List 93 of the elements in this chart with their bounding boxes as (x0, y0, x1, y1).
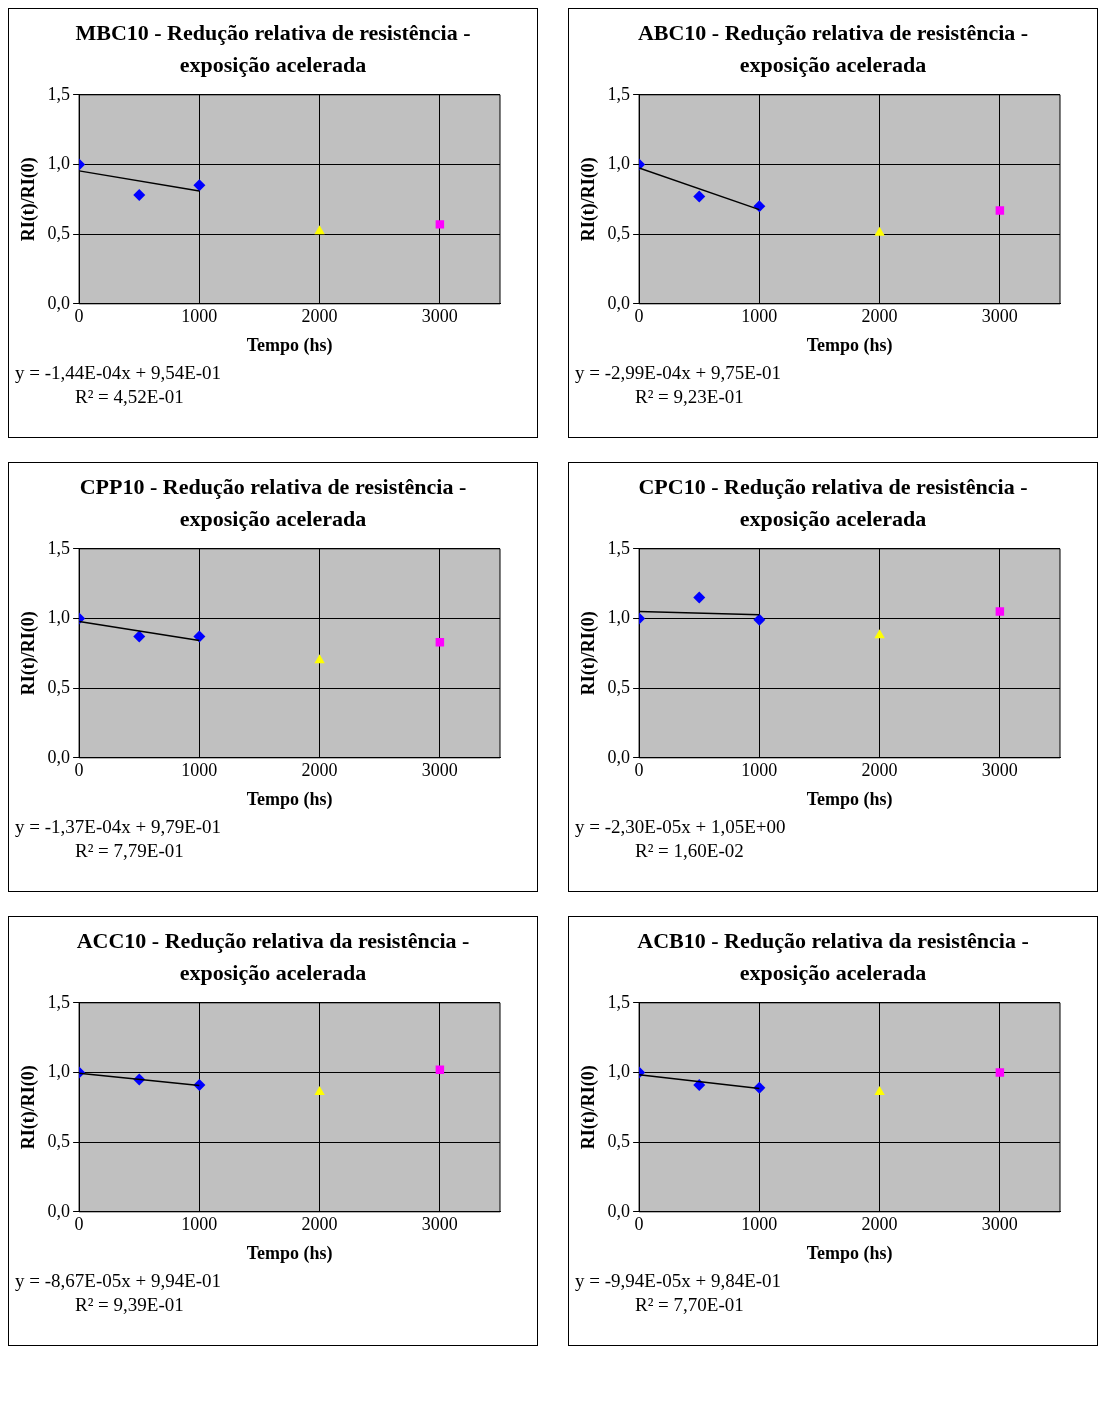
x-tick-label: 1000 (741, 760, 778, 781)
x-tick-label: 3000 (981, 760, 1018, 781)
point (874, 226, 885, 236)
text: y = -2,30E-05x + 1,05E+00 (575, 815, 787, 839)
point (753, 200, 766, 213)
point (193, 630, 206, 643)
y-tick-label: 0,0 (47, 746, 71, 767)
x-tick-label: 0 (74, 1214, 84, 1235)
x-axis-title: Tempo (hs) (806, 334, 893, 356)
chart-title: CPC10 - Redução relativa de resistência - exposição acelerada (637, 473, 1029, 533)
text: R² = 9,39E-01 (74, 1293, 185, 1317)
y-tick-label: 0,5 (607, 1130, 631, 1151)
y-tick-label: 0,5 (607, 676, 631, 697)
text: R² = 9,23E-01 (634, 385, 745, 409)
x-axis-title: Tempo (hs) (806, 788, 893, 810)
x-tick-label: 3000 (981, 1214, 1018, 1235)
x-axis-title: Tempo (hs) (246, 788, 333, 810)
point (193, 179, 206, 192)
x-tick-label: 3000 (421, 760, 458, 781)
y-tick-label: 1,0 (607, 1061, 631, 1082)
x-tick-label: 3000 (981, 306, 1018, 327)
y-axis-title: RI(t)/RI(0) (18, 1065, 40, 1150)
y-tick-label: 1,5 (47, 991, 71, 1012)
point (995, 607, 1005, 616)
point (753, 613, 766, 626)
x-tick-label: 0 (74, 760, 84, 781)
y-tick-label: 1,5 (47, 83, 71, 104)
y-axis-title: RI(t)/RI(0) (578, 1065, 600, 1150)
x-tick-label: 3000 (421, 306, 458, 327)
text: y = -8,67E-05x + 9,94E-01 (15, 1269, 223, 1293)
x-tick-label: 2000 (861, 760, 898, 781)
point (693, 591, 706, 604)
y-axis-title: RI(t)/RI(0) (18, 157, 40, 242)
x-tick-label: 3000 (421, 1214, 458, 1235)
y-tick-label: 0,5 (47, 1130, 71, 1151)
y-axis-title: RI(t)/RI(0) (578, 611, 600, 696)
text: R² = 7,79E-01 (74, 839, 185, 863)
y-tick-label: 1,5 (607, 83, 631, 104)
x-tick-label: 2000 (861, 1214, 898, 1235)
chart-title: ABC10 - Redução relativa de resistência - exposição acelerada (636, 19, 1030, 79)
y-tick-label: 0,0 (607, 746, 631, 767)
x-axis-title: Tempo (hs) (806, 1242, 893, 1264)
text: R² = 1,60E-02 (634, 839, 745, 863)
y-tick-label: 1,0 (607, 153, 631, 174)
x-tick-label: 2000 (301, 1214, 338, 1235)
y-tick-label: 1,0 (47, 607, 71, 628)
y-tick-label: 0,0 (47, 292, 71, 313)
x-tick-label: 0 (634, 760, 644, 781)
text: R² = 4,52E-01 (74, 385, 185, 409)
x-tick-label: 2000 (861, 306, 898, 327)
x-tick-label: 1000 (181, 306, 218, 327)
point (874, 629, 885, 639)
y-tick-label: 1,5 (607, 537, 631, 558)
x-axis-title: Tempo (hs) (246, 334, 333, 356)
chart-title: ACC10 - Redução relativa da resistência - exposição acelerada (75, 927, 471, 987)
y-axis-title: RI(t)/RI(0) (18, 611, 40, 696)
y-axis-title: RI(t)/RI(0) (578, 157, 600, 242)
y-tick-label: 0,5 (47, 676, 71, 697)
y-tick-label: 1,0 (607, 607, 631, 628)
chart-title: CPP10 - Redução relativa de resistência - exposição acelerada (78, 473, 468, 533)
point (995, 206, 1005, 215)
point (133, 189, 146, 202)
point (435, 220, 445, 229)
x-tick-label: 0 (634, 1214, 644, 1235)
text: y = -2,99E-04x + 9,75E-01 (575, 361, 783, 385)
y-tick-label: 0,0 (607, 292, 631, 313)
x-tick-label: 1000 (181, 1214, 218, 1235)
x-tick-label: 1000 (741, 1214, 778, 1235)
y-tick-label: 1,5 (607, 991, 631, 1012)
point (314, 654, 325, 664)
y-tick-label: 0,0 (607, 1200, 631, 1221)
point (693, 190, 706, 203)
x-axis-title: Tempo (hs) (246, 1242, 333, 1264)
y-tick-label: 0,0 (47, 1200, 71, 1221)
x-tick-label: 1000 (741, 306, 778, 327)
chart-title: ACB10 - Redução relativa da resistência - exposição acelerada (636, 927, 1030, 987)
point (314, 225, 325, 235)
x-tick-label: 0 (74, 306, 84, 327)
text: y = -9,94E-05x + 9,84E-01 (575, 1269, 783, 1293)
x-tick-label: 2000 (301, 760, 338, 781)
y-tick-label: 1,0 (47, 1061, 71, 1082)
x-tick-label: 1000 (181, 760, 218, 781)
y-tick-label: 1,0 (47, 153, 71, 174)
x-tick-label: 0 (634, 306, 644, 327)
x-tick-label: 2000 (301, 306, 338, 327)
text: y = -1,44E-04x + 9,54E-01 (15, 361, 223, 385)
y-tick-label: 1,5 (47, 537, 71, 558)
y-tick-label: 0,5 (607, 222, 631, 243)
point (133, 630, 146, 643)
text: R² = 7,70E-01 (634, 1293, 745, 1317)
text: y = -1,37E-04x + 9,79E-01 (15, 815, 223, 839)
y-tick-label: 0,5 (47, 222, 71, 243)
chart-title: MBC10 - Redução relativa de resistência - exposição acelerada (74, 19, 472, 79)
